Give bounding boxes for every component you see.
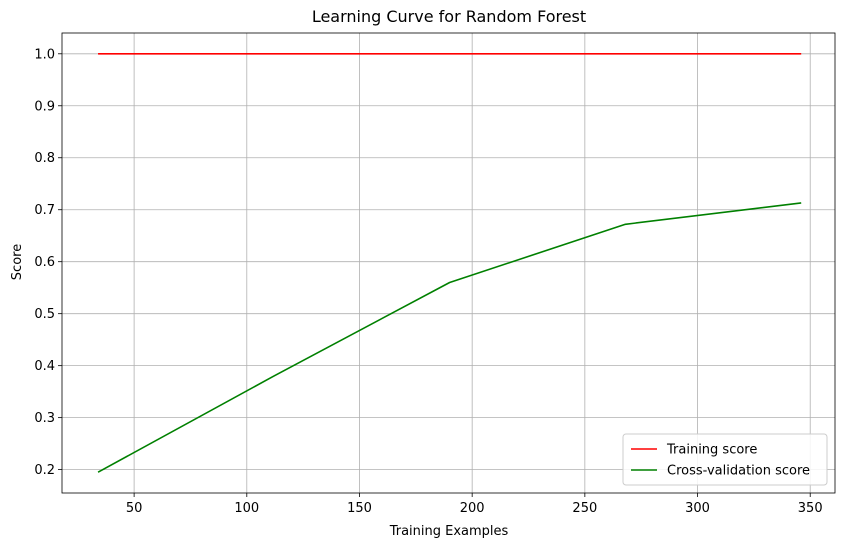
- x-tick-label: 150: [347, 501, 372, 516]
- series-lines: [97, 52, 802, 473]
- y-axis-ticks: 0.2 0.3 0.4 0.5 0.6 0.7 0.8 0.9 1.0: [34, 47, 62, 478]
- x-tick-label: 200: [460, 501, 485, 516]
- y-tick-label: 0.8: [34, 151, 55, 166]
- x-tick-label: 350: [798, 501, 823, 516]
- plot-frame: [61, 32, 836, 494]
- legend-label-1: Cross-validation score: [667, 464, 810, 479]
- grid-lines: [62, 33, 835, 493]
- y-axis-label: Score: [10, 244, 25, 280]
- y-tick-label: 0.7: [34, 203, 55, 218]
- series-line-1: [97, 202, 802, 473]
- y-tick-label: 0.9: [34, 99, 55, 114]
- y-tick-label: 0.3: [34, 411, 55, 426]
- y-tick-label: 1.0: [34, 47, 55, 62]
- x-tick-label: 50: [126, 501, 143, 516]
- legend-label-0: Training score: [666, 443, 757, 458]
- legend: Training score Cross-validation score: [622, 433, 828, 486]
- y-tick-label: 0.4: [34, 359, 55, 374]
- chart-title: Learning Curve for Random Forest: [312, 7, 586, 26]
- x-tick-label: 300: [685, 501, 710, 516]
- y-tick-label: 0.5: [34, 307, 55, 322]
- x-tick-label: 250: [572, 501, 597, 516]
- y-tick-label: 0.6: [34, 255, 55, 270]
- legend-box: [622, 433, 828, 486]
- y-tick-label: 0.2: [34, 463, 55, 478]
- x-tick-label: 100: [234, 501, 259, 516]
- x-axis-ticks: 50 100 150 200 250 300 350: [126, 493, 823, 516]
- x-axis-label: Training Examples: [389, 524, 509, 539]
